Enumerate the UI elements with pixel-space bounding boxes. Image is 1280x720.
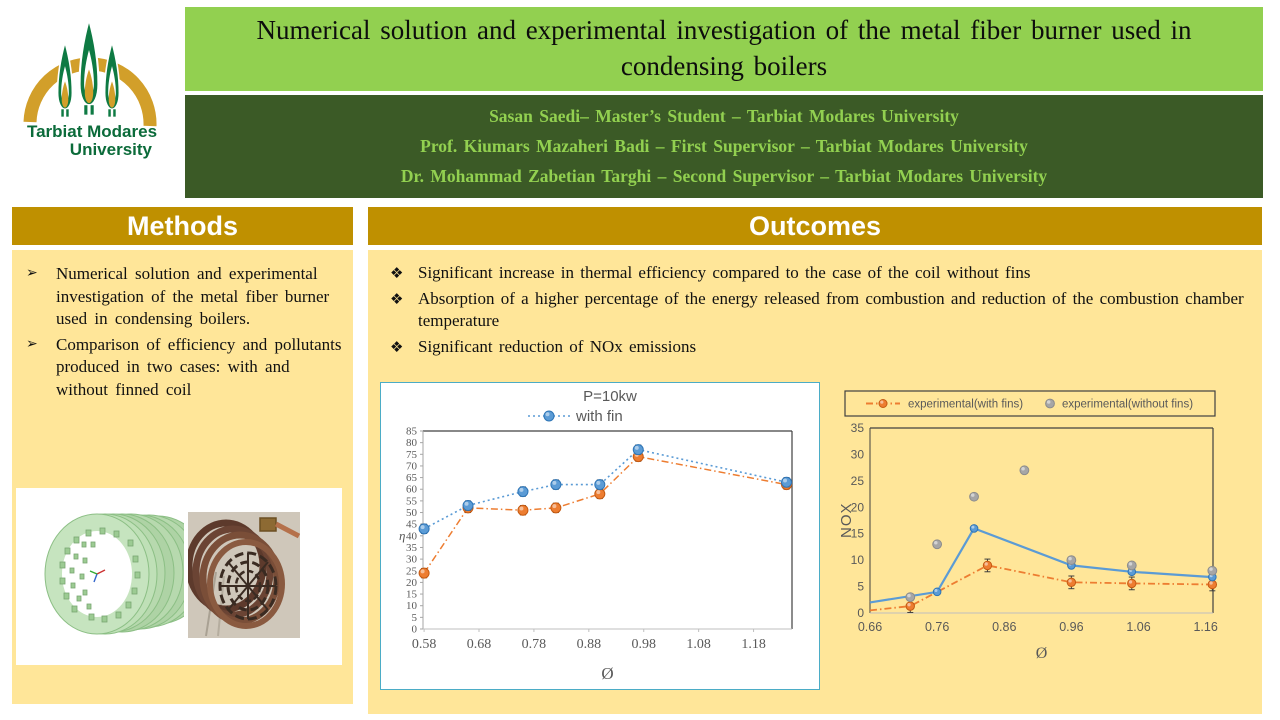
efficiency-chart-svg: P=10kw with fin 05101520253035404550556065… <box>399 388 793 683</box>
finned-coil-photo-image <box>188 512 300 638</box>
university-logo: Tarbiat Modares University <box>0 0 183 202</box>
svg-text:Ø: Ø <box>601 664 613 683</box>
svg-text:15: 15 <box>851 527 865 541</box>
svg-text:50: 50 <box>406 507 418 519</box>
svg-text:40: 40 <box>406 530 418 542</box>
svg-text:10: 10 <box>406 600 418 612</box>
svg-text:5: 5 <box>412 612 418 624</box>
svg-text:25: 25 <box>406 565 418 577</box>
svg-text:15: 15 <box>406 589 418 601</box>
svg-text:30: 30 <box>851 447 865 461</box>
logo-trees <box>56 15 121 117</box>
efficiency-chart: P=10kw with fin 0 5 10 15 20 25 30 35 40 45 50 55 60 65… <box>380 382 820 690</box>
list-item: ➢ Numerical solution and experimental in… <box>26 263 343 331</box>
list-item: ❖ Significant reduction of NOx emissions <box>390 336 1248 359</box>
svg-text:0.68: 0.68 <box>467 637 492 652</box>
poster-title: Numerical solution and experimental inve… <box>185 7 1263 91</box>
svg-text:η: η <box>399 528 405 543</box>
logo-text-line2: University <box>70 140 153 159</box>
authors-band: Sasan Saedi– Master’s Student – Tarbiat … <box>185 95 1263 198</box>
svg-text:P=10kw: P=10kw <box>583 388 637 405</box>
svg-text:experimental(with fins): experimental(with fins) <box>908 399 1023 411</box>
outcomes-header: Outcomes <box>368 207 1262 245</box>
svg-text:20: 20 <box>851 500 865 514</box>
svg-text:0.98: 0.98 <box>631 637 656 652</box>
outcomes-list: ❖ Significant increase in thermal effici… <box>368 250 1262 358</box>
svg-text:0.76: 0.76 <box>925 620 949 634</box>
svg-text:75: 75 <box>406 449 418 461</box>
finned-coil-render-image <box>44 513 184 635</box>
svg-text:0.66: 0.66 <box>858 620 882 634</box>
svg-text:with fin: with fin <box>575 408 623 425</box>
svg-text:35: 35 <box>406 542 418 554</box>
logo-text-line1: Tarbiat Modares <box>27 122 157 141</box>
cad-axes-glyph <box>89 569 106 583</box>
svg-text:0.78: 0.78 <box>522 637 547 652</box>
svg-text:Ø: Ø <box>1036 645 1048 662</box>
svg-text:0.58: 0.58 <box>412 637 437 652</box>
diamond-bullet-icon: ❖ <box>390 264 404 282</box>
svg-text:45: 45 <box>406 519 418 531</box>
methods-item-text: Comparison of efficiency and pollutants … <box>56 334 342 400</box>
list-item: ❖ Absorption of a higher percentage of t… <box>390 288 1248 333</box>
svg-text:1.06: 1.06 <box>1126 620 1150 634</box>
svg-text:20: 20 <box>406 577 418 589</box>
svg-text:1.18: 1.18 <box>741 637 766 652</box>
svg-text:experimental(without fins): experimental(without fins) <box>1062 399 1193 411</box>
svg-text:0.86: 0.86 <box>992 620 1016 634</box>
author-line-1: Sasan Saedi– Master’s Student – Tarbiat … <box>489 105 959 126</box>
methods-item-text: Numerical solution and experimental inve… <box>56 264 330 329</box>
svg-text:5: 5 <box>857 580 864 594</box>
list-item: ❖ Significant increase in thermal effici… <box>390 262 1248 285</box>
arrow-bullet-icon: ➢ <box>26 265 38 281</box>
author-line-3: Dr. Mohammad Zabetian Targhi – Second Su… <box>400 166 1048 187</box>
burner-studs <box>59 527 141 623</box>
svg-text:60: 60 <box>406 484 418 496</box>
svg-text:1.16: 1.16 <box>1193 620 1217 634</box>
nox-chart-svg: experimental(with fins) experimental(with… <box>838 390 1218 662</box>
methods-images-box <box>16 488 342 665</box>
svg-text:30: 30 <box>406 554 418 566</box>
copper-pipe <box>274 521 300 539</box>
svg-text:80: 80 <box>406 437 418 449</box>
author-line-2: Prof. Kiumars Mazaheri Badi – First Supe… <box>420 135 1028 156</box>
svg-text:25: 25 <box>851 474 865 488</box>
svg-text:NOX: NOX <box>838 502 855 538</box>
svg-text:0: 0 <box>412 624 418 636</box>
svg-text:35: 35 <box>851 421 865 435</box>
svg-text:0: 0 <box>857 606 864 620</box>
nox-chart: experimental(with fins) experimental(with… <box>838 388 1226 664</box>
svg-text:70: 70 <box>406 460 418 472</box>
arrow-bullet-icon: ➢ <box>26 335 38 352</box>
svg-text:65: 65 <box>406 472 418 484</box>
outcomes-item-text: Significant increase in thermal efficien… <box>418 263 1031 282</box>
svg-text:10: 10 <box>851 553 865 567</box>
tarbiat-modares-logo-icon: Tarbiat Modares University <box>23 15 157 159</box>
diamond-bullet-icon: ❖ <box>390 289 404 308</box>
svg-text:0.96: 0.96 <box>1059 620 1083 634</box>
methods-list: ➢ Numerical solution and experimental in… <box>12 250 353 402</box>
svg-text:1.08: 1.08 <box>686 637 711 652</box>
svg-text:55: 55 <box>406 495 418 507</box>
outcomes-item-text: Absorption of a higher percentage of the… <box>418 288 1244 331</box>
methods-header: Methods <box>12 207 353 245</box>
diamond-bullet-icon: ❖ <box>390 337 404 356</box>
coil-lattice <box>218 551 278 621</box>
svg-text:85: 85 <box>406 426 418 438</box>
outcomes-item-text: Significant reduction of NOx emissions <box>418 336 697 356</box>
svg-text:0.88: 0.88 <box>577 637 602 652</box>
list-item: ➢ Comparison of efficiency and pollutant… <box>26 334 343 402</box>
brass-fitting <box>259 517 277 532</box>
